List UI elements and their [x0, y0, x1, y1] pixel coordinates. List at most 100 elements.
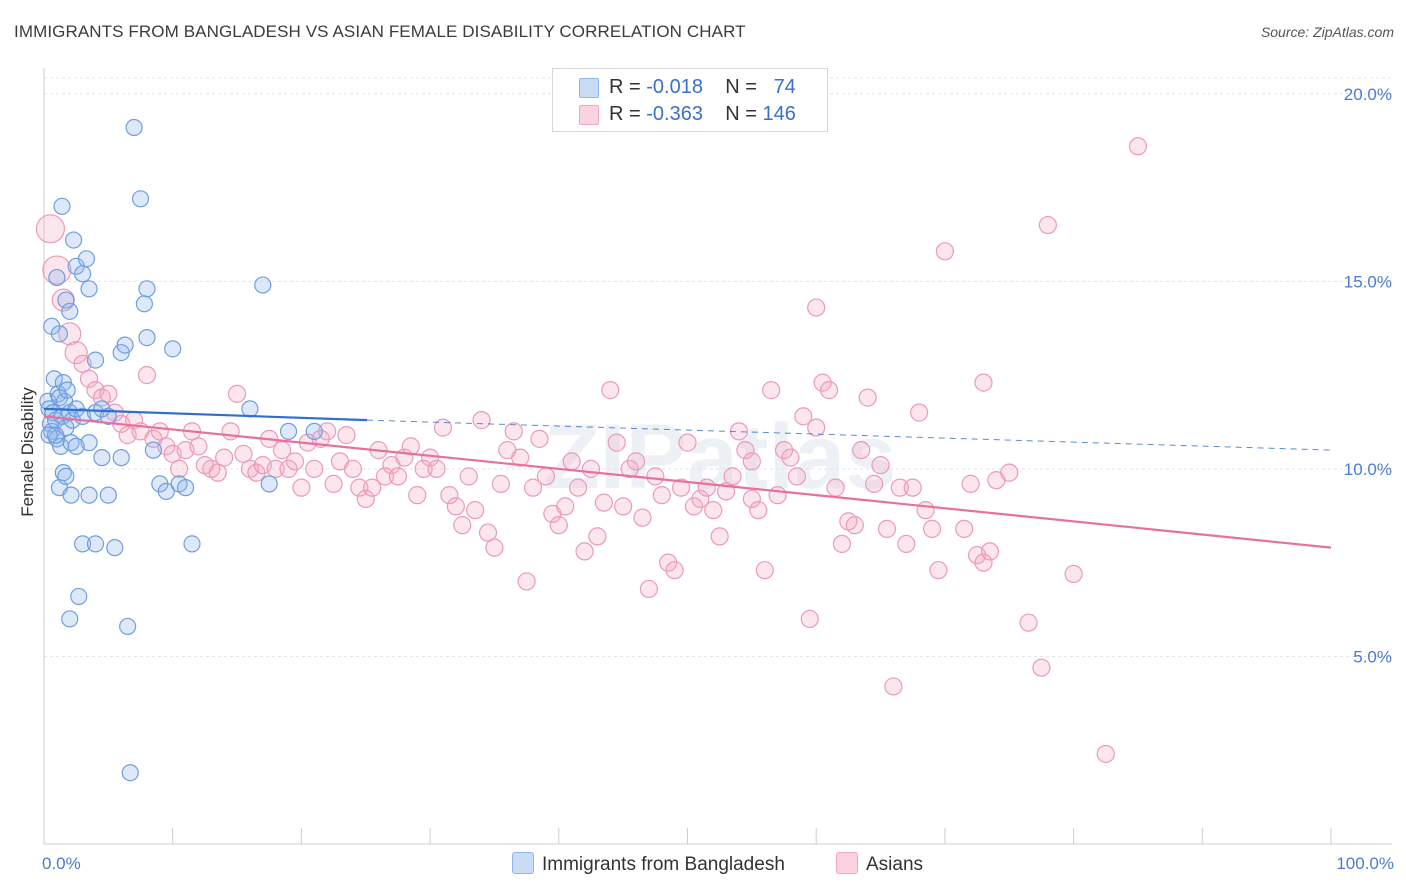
- point-asians: [440, 486, 459, 505]
- point-asians: [221, 422, 240, 441]
- point-bangladesh: [138, 328, 156, 347]
- point-bangladesh: [99, 486, 117, 504]
- point-bangladesh: [93, 449, 111, 467]
- point-asians: [318, 422, 337, 441]
- point-asians: [427, 459, 446, 478]
- point-bangladesh: [112, 449, 130, 467]
- x-tick-label: 100.0%: [1336, 854, 1394, 873]
- point-asians: [684, 497, 704, 516]
- point-bangladesh: [119, 617, 137, 636]
- bottom-legend-swatch-asians: [836, 852, 858, 874]
- point-bangladesh: [241, 400, 259, 418]
- point-asians: [813, 373, 832, 392]
- point-bangladesh: [61, 302, 79, 320]
- point-asians: [884, 677, 903, 696]
- point-bangladesh: [99, 407, 117, 425]
- axes: [43, 68, 1392, 845]
- point-asians: [807, 298, 826, 317]
- point-asians: [99, 384, 118, 403]
- point-bangladesh: [77, 250, 96, 268]
- point-asians: [697, 478, 716, 497]
- correlation-legend: R = -0.018 N = 74 R = -0.363 N = 146: [552, 68, 828, 132]
- point-asians: [646, 467, 665, 486]
- axis-labels: 5.0% 10.0% 15.0% 20.0% 0.0% 100.0% Female Disa…: [18, 85, 1394, 873]
- point-asians: [858, 388, 877, 407]
- point-bangladesh: [305, 422, 323, 440]
- point-bangladesh: [50, 325, 69, 343]
- point-asians: [626, 452, 646, 471]
- point-asians: [794, 407, 813, 426]
- point-asians: [678, 433, 697, 452]
- point-asians: [170, 459, 189, 478]
- point-asians: [800, 609, 819, 629]
- trend-line-bangladesh: [43, 407, 368, 422]
- point-asians: [504, 422, 523, 441]
- point-asians: [916, 501, 935, 520]
- point-asians: [1038, 215, 1057, 235]
- point-bangladesh: [157, 482, 175, 500]
- point-bangladesh: [46, 426, 65, 444]
- point-asians: [1096, 744, 1115, 764]
- point-asians: [845, 516, 864, 535]
- point-asians: [73, 354, 92, 373]
- point-asians: [768, 486, 787, 505]
- legend-r-value: -0.018: [646, 76, 703, 98]
- bottom-legend-swatch-bangladesh: [512, 852, 534, 874]
- point-asians: [266, 459, 285, 478]
- point-asians: [363, 478, 382, 497]
- point-asians: [659, 553, 678, 572]
- point-bangladesh: [164, 340, 182, 358]
- point-asians: [929, 561, 948, 580]
- point-asians: [337, 426, 356, 445]
- point-bangladesh: [80, 486, 98, 504]
- point-asians: [247, 463, 266, 482]
- watermark: ZIPatlas: [544, 406, 897, 508]
- point-asians: [620, 459, 639, 478]
- point-bangladesh: [125, 118, 143, 137]
- point-asians: [1019, 613, 1038, 632]
- point-asians: [755, 561, 774, 580]
- point-asians: [787, 467, 806, 486]
- point-asians: [903, 478, 922, 497]
- legend-n-value: 74: [773, 76, 796, 98]
- point-asians: [910, 403, 929, 422]
- point-asians: [691, 489, 710, 508]
- legend-r-label: R =: [609, 103, 641, 125]
- point-bangladesh: [74, 265, 92, 283]
- point-asians: [974, 373, 993, 392]
- point-asians: [478, 523, 498, 542]
- point-asians: [852, 441, 871, 460]
- point-asians: [955, 519, 974, 538]
- point-asians: [723, 467, 742, 486]
- point-asians: [652, 486, 671, 505]
- point-bangladesh: [144, 441, 162, 459]
- point-asians: [343, 459, 362, 478]
- point-asians: [774, 441, 794, 460]
- point-asians: [639, 579, 658, 599]
- point-asians: [466, 501, 485, 520]
- point-bangladesh: [48, 268, 66, 287]
- point-asians: [562, 452, 581, 471]
- point-asians: [974, 553, 993, 572]
- point-asians: [375, 467, 395, 486]
- point-bangladesh: [116, 336, 134, 354]
- point-asians: [35, 214, 66, 244]
- series-asians-points: [35, 137, 1148, 764]
- point-asians: [832, 534, 852, 554]
- point-asians: [79, 369, 99, 388]
- point-asians: [530, 429, 549, 448]
- point-bangladesh: [65, 231, 83, 249]
- point-asians: [234, 444, 253, 463]
- point-asians: [762, 381, 781, 400]
- point-asians: [742, 452, 761, 471]
- point-bangladesh: [183, 535, 201, 553]
- point-asians: [826, 478, 845, 497]
- point-asians: [742, 489, 761, 508]
- point-asians: [285, 452, 305, 471]
- y-tick-label: 10.0%: [1344, 460, 1392, 479]
- point-bangladesh: [40, 426, 58, 444]
- point-asians: [935, 242, 955, 261]
- point-asians: [807, 418, 826, 437]
- point-asians: [472, 411, 491, 430]
- legend-swatch-asians: [579, 105, 599, 125]
